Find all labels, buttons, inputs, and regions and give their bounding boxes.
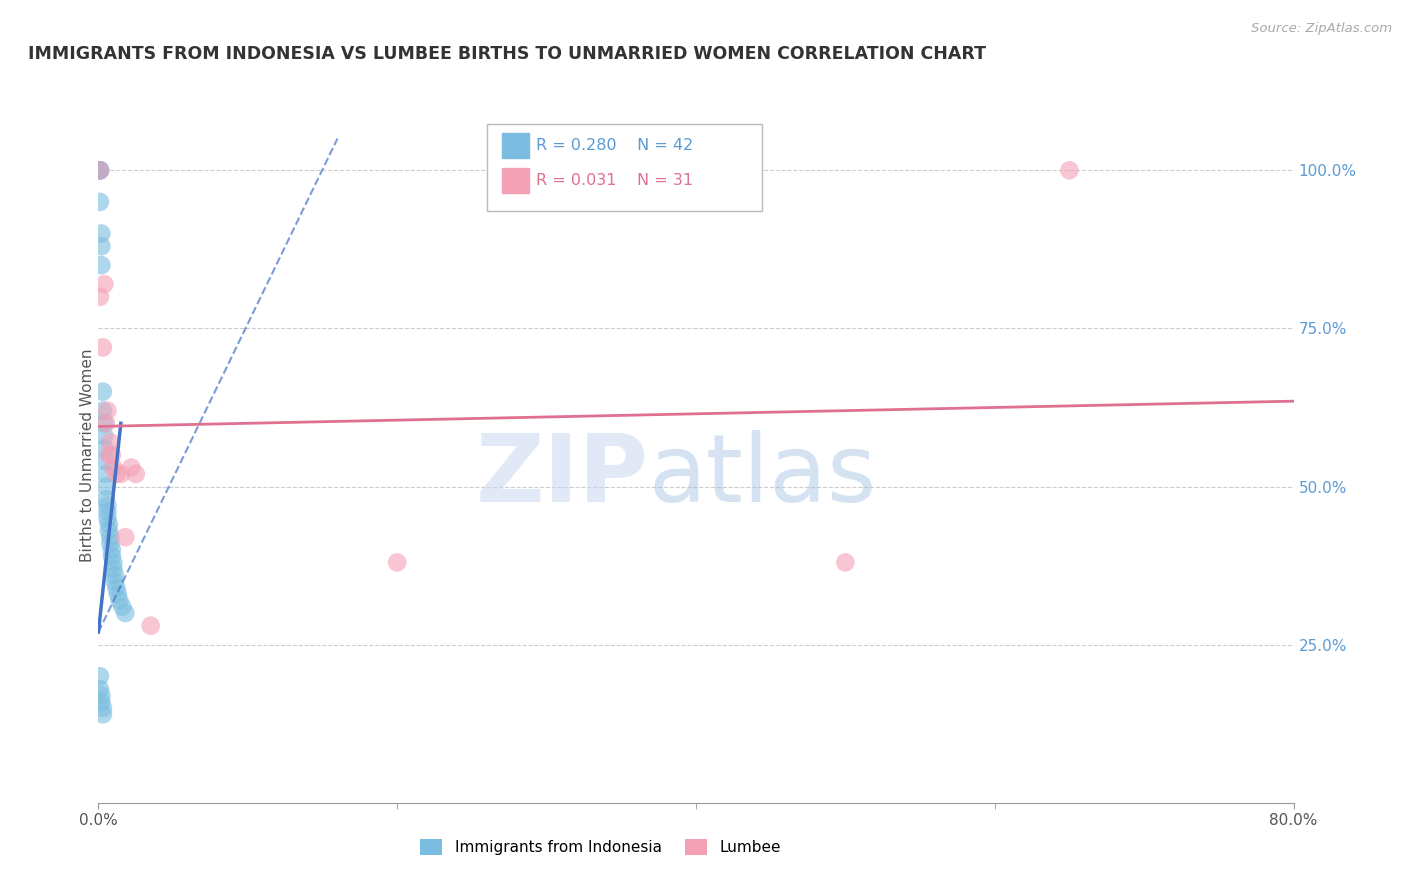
Point	[96, 499, 118, 513]
Point	[90, 239, 112, 253]
Point	[94, 454, 117, 468]
Point	[90, 258, 112, 272]
Point	[89, 163, 111, 178]
Point	[90, 688, 112, 702]
Text: R = 0.031    N = 31: R = 0.031 N = 31	[536, 172, 693, 187]
Point	[94, 467, 117, 481]
Point	[89, 194, 111, 209]
Point	[1059, 163, 1081, 178]
Point	[385, 556, 409, 570]
Point	[97, 524, 120, 538]
Point	[91, 384, 114, 399]
Point	[103, 562, 125, 576]
Point	[834, 556, 856, 570]
Point	[96, 505, 118, 519]
Point	[108, 593, 131, 607]
Point	[98, 530, 122, 544]
Point	[104, 574, 127, 589]
Point	[105, 467, 128, 481]
Point	[90, 227, 112, 241]
Text: IMMIGRANTS FROM INDONESIA VS LUMBEE BIRTHS TO UNMARRIED WOMEN CORRELATION CHART: IMMIGRANTS FROM INDONESIA VS LUMBEE BIRT…	[28, 45, 986, 62]
Point	[111, 599, 134, 614]
Point	[107, 587, 129, 601]
Point	[105, 581, 128, 595]
Point	[90, 695, 112, 709]
Point	[91, 340, 114, 354]
Point	[103, 556, 125, 570]
Bar	[502, 168, 529, 193]
Y-axis label: Births to Unmarried Women: Births to Unmarried Women	[80, 348, 94, 562]
Point	[89, 163, 111, 178]
Point	[98, 536, 122, 550]
Point	[93, 417, 115, 431]
Point	[89, 163, 111, 178]
Text: ZIP: ZIP	[475, 430, 648, 522]
Point	[98, 435, 122, 450]
Text: atlas: atlas	[648, 430, 876, 522]
Point	[114, 530, 136, 544]
Text: R = 0.280    N = 42: R = 0.280 N = 42	[536, 137, 693, 153]
Point	[125, 467, 148, 481]
Point	[101, 448, 124, 462]
Point	[91, 701, 114, 715]
Point	[104, 568, 127, 582]
Point	[120, 460, 142, 475]
Bar	[502, 133, 529, 158]
Point	[96, 403, 118, 417]
Point	[97, 448, 120, 462]
Text: Source: ZipAtlas.com: Source: ZipAtlas.com	[1251, 22, 1392, 36]
Point	[94, 492, 117, 507]
Legend: Immigrants from Indonesia, Lumbee: Immigrants from Indonesia, Lumbee	[413, 833, 787, 862]
Point	[97, 517, 120, 532]
Point	[94, 479, 117, 493]
Point	[91, 707, 114, 722]
Point	[101, 542, 124, 557]
Point	[101, 549, 124, 563]
Point	[114, 606, 136, 620]
Point	[110, 467, 132, 481]
Point	[89, 681, 111, 696]
Point	[103, 460, 125, 475]
Point	[89, 669, 111, 683]
Point	[89, 290, 111, 304]
Point	[91, 403, 114, 417]
Point	[94, 417, 117, 431]
Point	[96, 511, 118, 525]
Point	[93, 277, 115, 292]
Point	[139, 618, 162, 632]
FancyBboxPatch shape	[486, 124, 762, 211]
Point	[89, 163, 111, 178]
Point	[93, 429, 115, 443]
Point	[89, 163, 111, 178]
Point	[93, 442, 115, 456]
